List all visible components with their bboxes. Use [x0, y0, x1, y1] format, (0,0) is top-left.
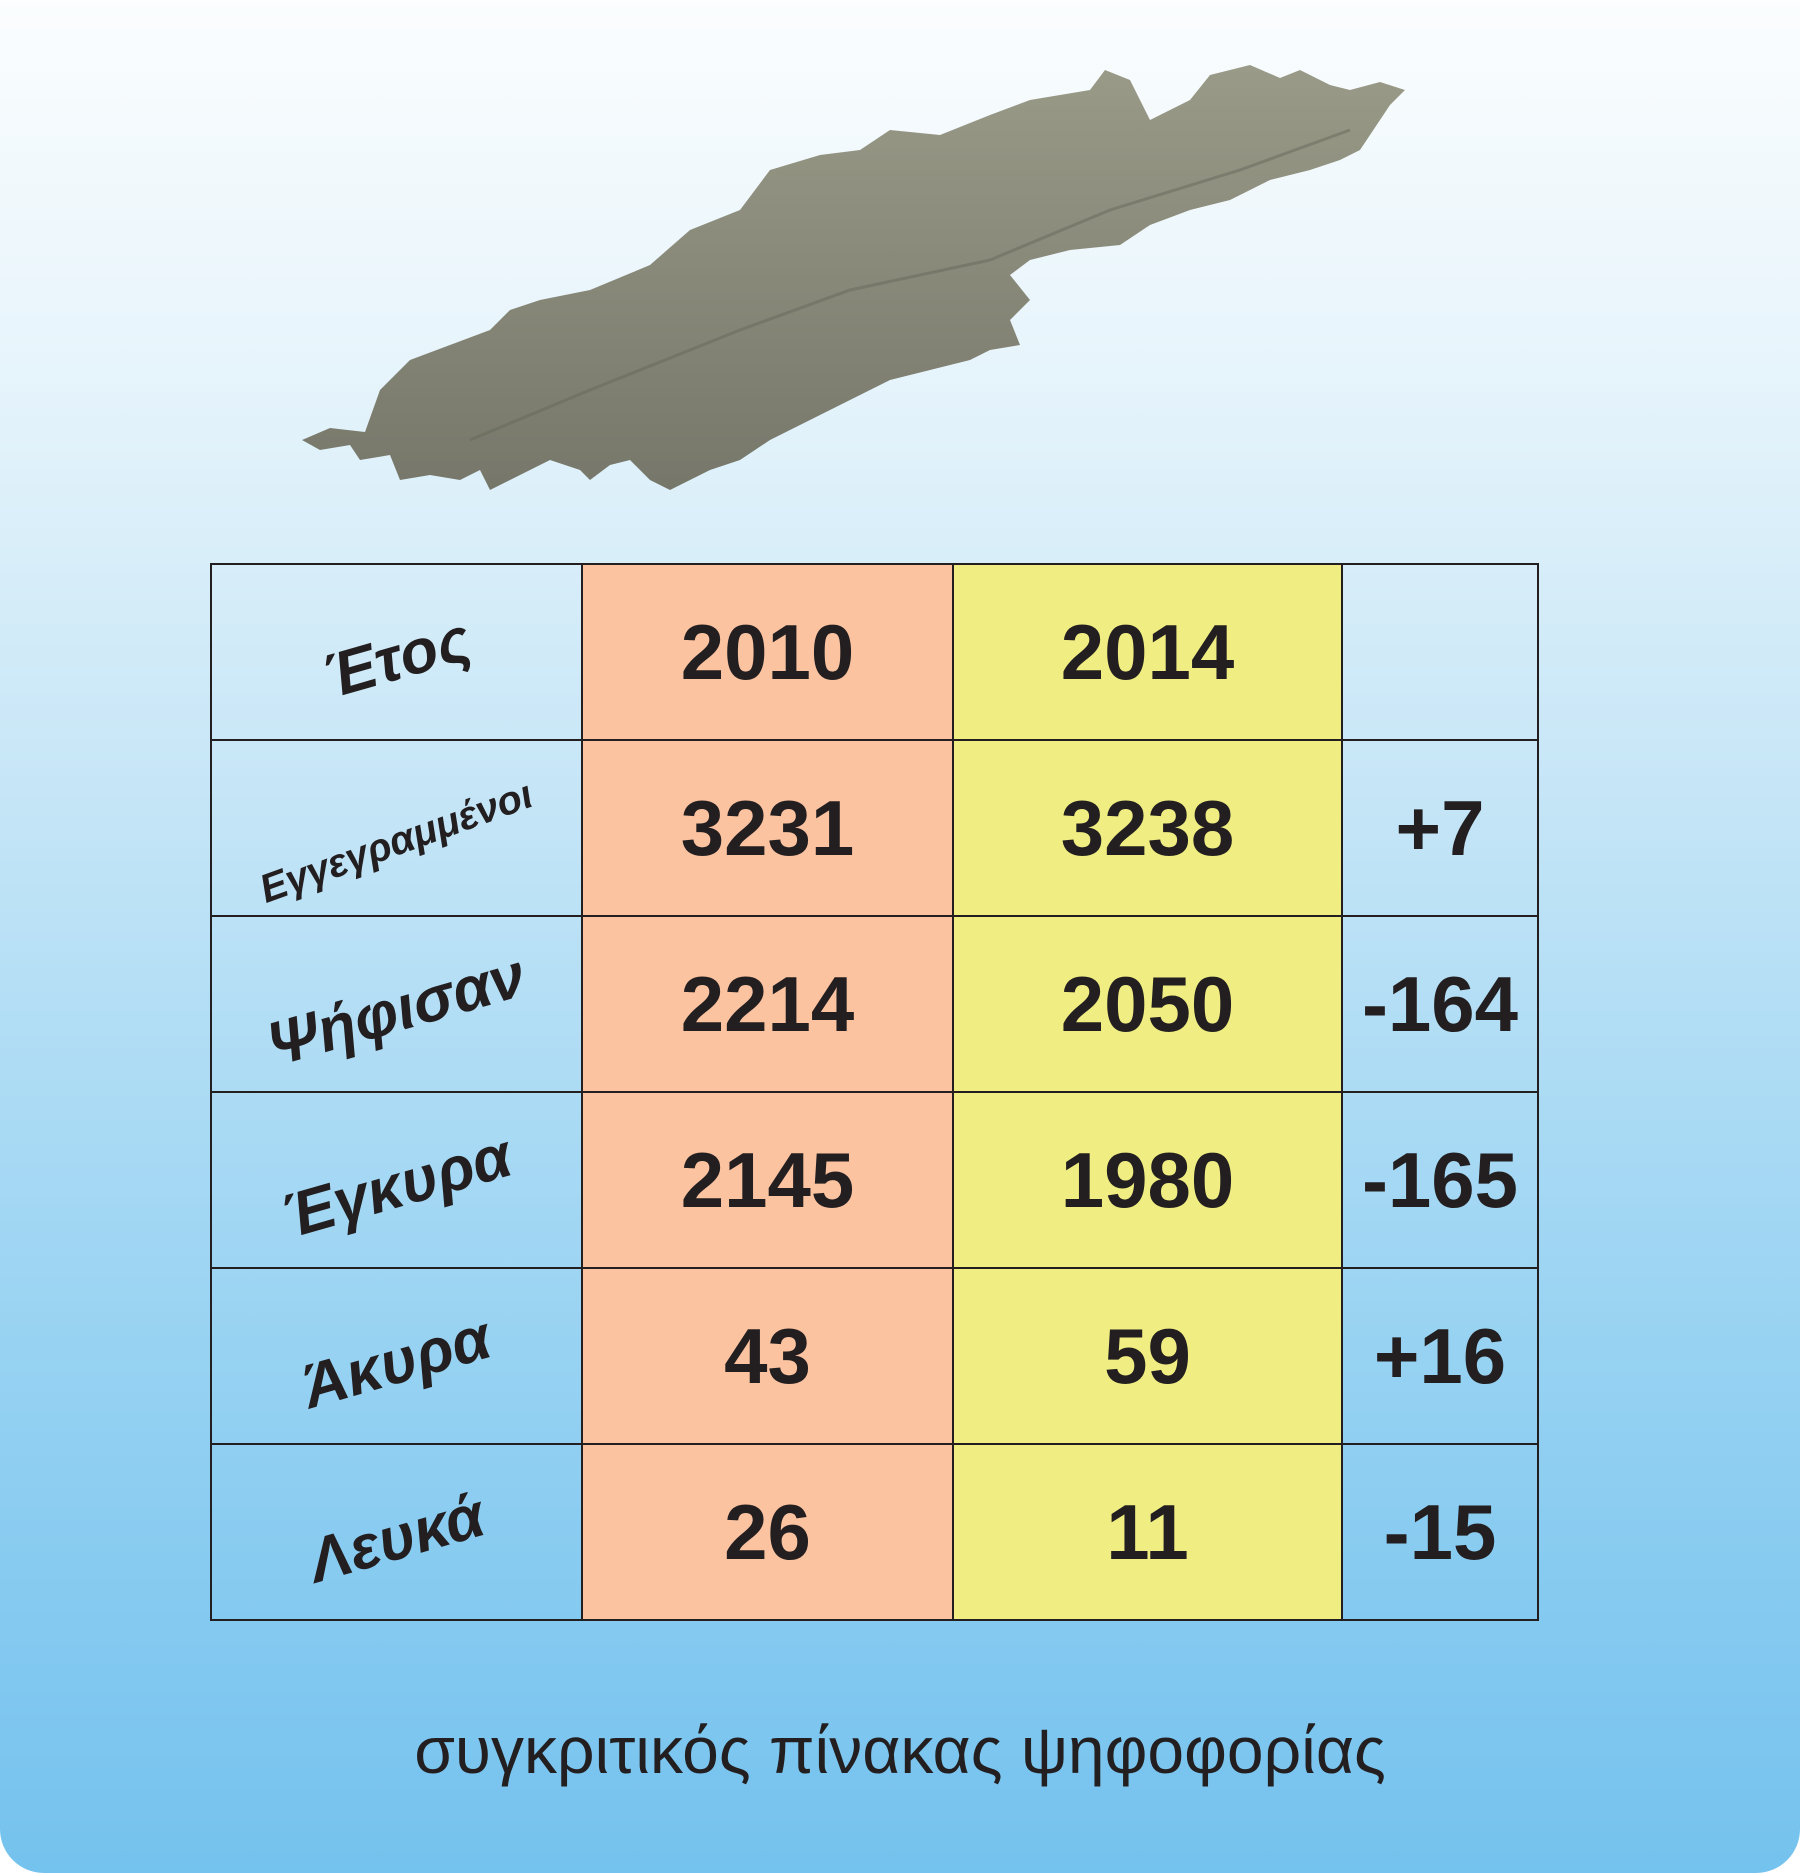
cell-diff: +16	[1341, 1267, 1539, 1445]
table-row: Άκυρα 43 59 +16	[210, 1267, 1539, 1445]
row-label: Λευκά	[301, 1480, 492, 1596]
table-row: Εγγεγραμμένοι 3231 3238 +7	[210, 739, 1539, 917]
cell-diff: +7	[1341, 739, 1539, 917]
cell-2010: 2214	[581, 915, 954, 1093]
cell-2014: 3238	[952, 739, 1343, 917]
row-label: Άκυρα	[294, 1302, 499, 1422]
table-row: Ψήφισαν 2214 2050 -164	[210, 915, 1539, 1093]
header-2014: 2014	[952, 563, 1343, 741]
cell-2014: 1980	[952, 1091, 1343, 1269]
row-label: Έτος	[315, 604, 478, 712]
table-row: Λευκά 26 11 -15	[210, 1443, 1539, 1621]
cell-2010: 26	[581, 1443, 954, 1621]
cell-2010: 43	[581, 1267, 954, 1445]
cell-diff: -164	[1341, 915, 1539, 1093]
cell-diff: -15	[1341, 1443, 1539, 1621]
header-diff	[1341, 563, 1539, 741]
cell-2010: 3231	[581, 739, 954, 917]
cell-2010: 2145	[581, 1091, 954, 1269]
row-label: Ψήφισαν	[260, 940, 533, 1080]
header-2010: 2010	[581, 563, 954, 741]
cell-diff: -165	[1341, 1091, 1539, 1269]
cell-2014: 59	[952, 1267, 1343, 1445]
table-header-row: Έτος 2010 2014	[210, 563, 1539, 741]
island-map-icon	[302, 65, 1405, 490]
table-row: Έγκυρα 2145 1980 -165	[210, 1091, 1539, 1269]
row-label: Έγκυρα	[273, 1120, 520, 1252]
row-label: Εγγεγραμμένοι	[254, 771, 539, 912]
cell-2014: 2050	[952, 915, 1343, 1093]
caption: συγκριτικός πίνακας ψηφοφορίας	[414, 1713, 1386, 1787]
cell-2014: 11	[952, 1443, 1343, 1621]
vote-comparison-table: Έτος 2010 2014 Εγγεγραμμένοι 3231 3238 +…	[210, 563, 1539, 1621]
